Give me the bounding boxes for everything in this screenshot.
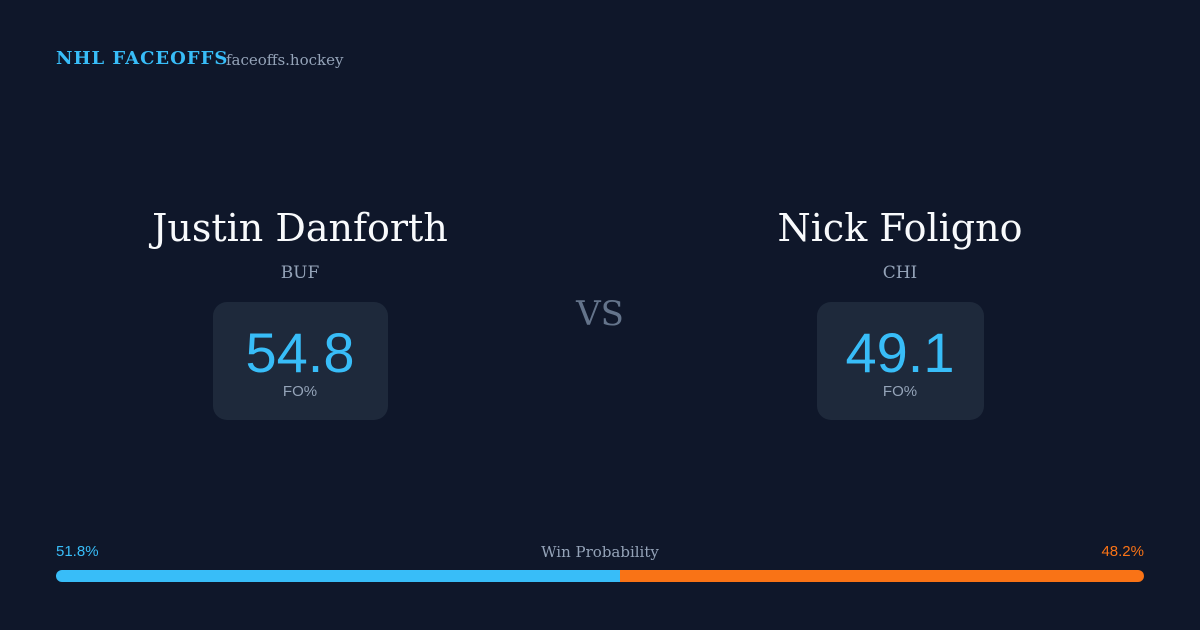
win-prob-title: Win Probability — [541, 543, 659, 561]
player-left: Justin Danforth BUF 54.8 FO% — [50, 0, 550, 630]
site: faceoffs.hockey — [226, 51, 344, 69]
bar-left — [56, 570, 620, 582]
fo-label: FO% — [882, 383, 918, 400]
fo-label: FO% — [282, 383, 318, 400]
bar-right — [619, 570, 1144, 582]
player-team: CHI — [882, 263, 918, 283]
stat-box — [213, 302, 388, 420]
win-prob-bar — [56, 570, 1144, 582]
fo-pct: 54.8 — [245, 321, 355, 384]
brand: NHL FACEOFFS — [56, 48, 229, 69]
stat-box — [817, 302, 984, 420]
player-right: Nick Foligno CHI 49.1 FO% — [650, 0, 1150, 630]
player-team: BUF — [280, 263, 320, 283]
win-prob-right: 48.2% — [1101, 543, 1144, 560]
player-name: Justin Danforth — [152, 206, 448, 250]
win-prob-left: 51.8% — [56, 543, 99, 560]
vs: VS — [576, 294, 624, 334]
fo-pct: 49.1 — [845, 321, 955, 384]
player-name: Nick Foligno — [777, 206, 1023, 250]
